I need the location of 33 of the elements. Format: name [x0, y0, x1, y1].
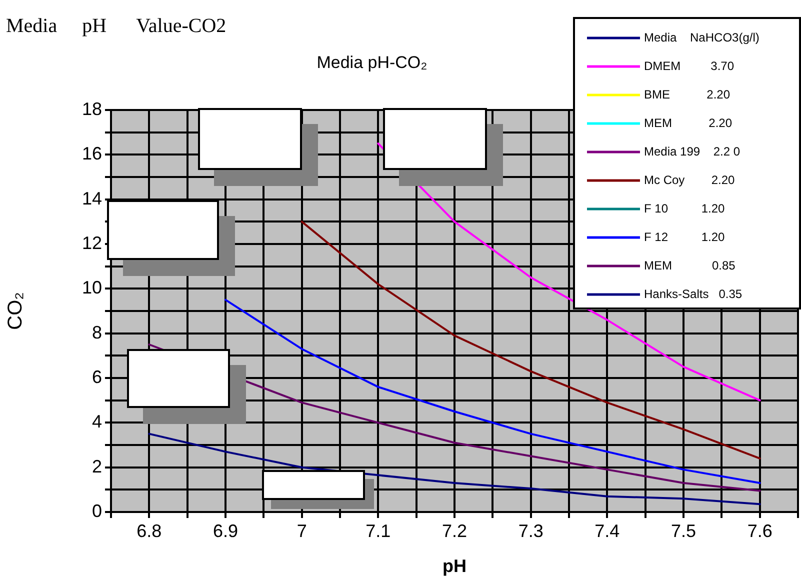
y-tick-label: 4 [92, 412, 102, 432]
x-tick-label: 7.2 [442, 520, 468, 541]
y-tick-label: 14 [82, 188, 102, 208]
legend-label: BME 2.20 [644, 87, 730, 102]
x-tick-label: 7.3 [518, 520, 544, 541]
x-axis-title: pH [442, 556, 466, 576]
x-tick-label: 7.4 [594, 520, 620, 541]
legend-label: F 12 1.20 [644, 230, 726, 244]
y-tick-label: 12 [82, 232, 102, 253]
legend-label: MEM 2.20 [644, 116, 732, 130]
x-tick-label: 7 [296, 520, 307, 541]
legend-label: Media 199 2.2 0 [644, 144, 740, 158]
legend-label: F 10 1.20 [644, 201, 726, 216]
x-tick-label: 7.5 [670, 520, 696, 541]
y-tick-label: 2 [92, 456, 102, 476]
chart-title: Media pH-CO₂ [316, 53, 428, 72]
legend-label: Hanks-Salts 0.35 [644, 286, 742, 301]
y-axis-title: CO₂ [4, 292, 27, 330]
x-tick-label: 7.1 [366, 520, 391, 541]
y-tick-label: 0 [92, 500, 102, 521]
y-tick-label: 18 [82, 98, 102, 119]
legend-label: MEM 0.85 [644, 258, 736, 272]
y-tick-label: 6 [92, 366, 102, 387]
y-tick-label: 8 [92, 322, 102, 342]
legend-label: Media NaHCO3(g/l) [644, 30, 760, 44]
x-tick-label: 7.6 [747, 520, 772, 541]
legend-label: Mc Coy 2.20 [644, 172, 736, 187]
x-tick-label: 6.8 [136, 520, 162, 541]
y-tick-label: 16 [82, 144, 102, 164]
legend-label: DMEM 3.70 [644, 58, 734, 73]
y-tick-label: 10 [82, 278, 102, 298]
x-tick-label: 6.9 [212, 520, 238, 541]
text: Media pH Value-CO2 [6, 15, 226, 37]
